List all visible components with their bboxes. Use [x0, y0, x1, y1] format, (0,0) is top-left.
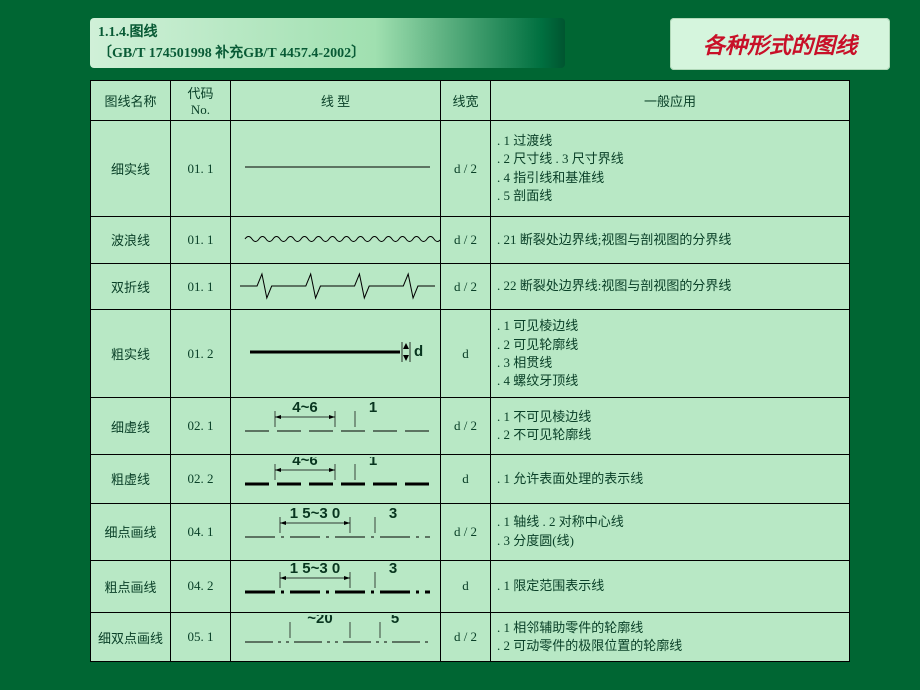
table-row: 双折线 01. 1 d / 2 . 22 断裂处边界线:视图与剖视图的分界线	[91, 263, 850, 310]
cell-code: 01. 1	[171, 121, 231, 217]
svg-text:1 5~3 0: 1 5~3 0	[290, 506, 340, 522]
linetype-table-sheet: 图线名称 代码 No. 线 型 线宽 一般应用 细实线 01. 1 d / 2 …	[90, 80, 850, 662]
cell-name: 粗虚线	[91, 455, 171, 504]
col-type: 线 型	[231, 81, 441, 121]
cell-application: . 1 限定范围表示线	[491, 560, 850, 613]
table-row: 粗点画线 04. 2 1 5~3 0 3 d . 1 限定范围表示线	[91, 560, 850, 613]
cell-application: . 21 断裂处边界线;视图与剖视图的分界线	[491, 217, 850, 264]
cell-code: 01. 2	[171, 310, 231, 398]
cell-linetype: 4~6 1	[231, 398, 441, 455]
cell-width: d / 2	[441, 613, 491, 662]
cell-code: 04. 1	[171, 503, 231, 560]
header-title: 1.1.4.图线	[98, 22, 557, 43]
svg-text:3: 3	[389, 563, 397, 577]
svg-text:1: 1	[369, 457, 377, 469]
cell-code: 01. 1	[171, 263, 231, 310]
header-bar: 1.1.4.图线 〔GB/T 174501998 补充GB/T 4457.4-2…	[90, 18, 565, 68]
cell-width: d / 2	[441, 121, 491, 217]
svg-text:4~6: 4~6	[292, 400, 317, 416]
cell-code: 02. 1	[171, 398, 231, 455]
svg-text:d: d	[414, 343, 423, 360]
col-name: 图线名称	[91, 81, 171, 121]
svg-text:1 5~3 0: 1 5~3 0	[290, 563, 340, 577]
cell-application: . 1 不可见棱边线. 2 不可见轮廓线	[491, 398, 850, 455]
cell-code: 04. 2	[171, 560, 231, 613]
table-row: 粗实线 01. 2 d d . 1 可见棱边线. 2 可见轮廓线. 3 相贯线.…	[91, 310, 850, 398]
cell-width: d	[441, 560, 491, 613]
cell-linetype: 1 5~3 0 3	[231, 560, 441, 613]
svg-text:3: 3	[389, 506, 397, 522]
cell-name: 细双点画线	[91, 613, 171, 662]
linetype-table: 图线名称 代码 No. 线 型 线宽 一般应用 细实线 01. 1 d / 2 …	[90, 80, 850, 662]
table-header-row: 图线名称 代码 No. 线 型 线宽 一般应用	[91, 81, 850, 121]
cell-linetype	[231, 217, 441, 264]
cell-name: 粗点画线	[91, 560, 171, 613]
table-row: 粗虚线 02. 2 4~6 1 d . 1 允许表面处理的表示线	[91, 455, 850, 504]
cell-linetype	[231, 121, 441, 217]
cell-width: d	[441, 310, 491, 398]
cell-application: . 1 过渡线. 2 尺寸线 . 3 尺寸界线. 4 指引线和基准线. 5 剖面…	[491, 121, 850, 217]
cell-name: 粗实线	[91, 310, 171, 398]
table-row: 细实线 01. 1 d / 2 . 1 过渡线. 2 尺寸线 . 3 尺寸界线.…	[91, 121, 850, 217]
svg-text:5: 5	[391, 615, 399, 627]
cell-linetype: d	[231, 310, 441, 398]
header-subtitle: 〔GB/T 174501998 补充GB/T 4457.4-2002〕	[98, 43, 557, 64]
cell-code: 01. 1	[171, 217, 231, 264]
cell-linetype: 4~6 1	[231, 455, 441, 504]
cell-width: d / 2	[441, 398, 491, 455]
col-width: 线宽	[441, 81, 491, 121]
cell-width: d / 2	[441, 217, 491, 264]
cell-width: d / 2	[441, 263, 491, 310]
col-code: 代码 No.	[171, 81, 231, 121]
cell-application: . 22 断裂处边界线:视图与剖视图的分界线	[491, 263, 850, 310]
cell-name: 细虚线	[91, 398, 171, 455]
cell-code: 02. 2	[171, 455, 231, 504]
cell-application: . 1 相邻辅助零件的轮廓线. 2 可动零件的极限位置的轮廓线	[491, 613, 850, 662]
cell-width: d	[441, 455, 491, 504]
table-row: 细双点画线 05. 1 ~20 5 d / 2 . 1 相邻辅助零件的轮廓线. …	[91, 613, 850, 662]
cell-name: 双折线	[91, 263, 171, 310]
cell-application: . 1 可见棱边线. 2 可见轮廓线. 3 相贯线. 4 螺纹牙顶线	[491, 310, 850, 398]
svg-text:1: 1	[369, 400, 377, 416]
cell-application: . 1 轴线 . 2 对称中心线. 3 分度圆(线)	[491, 503, 850, 560]
cell-application: . 1 允许表面处理的表示线	[491, 455, 850, 504]
table-row: 波浪线 01. 1 d / 2 . 21 断裂处边界线;视图与剖视图的分界线	[91, 217, 850, 264]
table-row: 细点画线 04. 1 1 5~3 0 3 d / 2 . 1 轴线 . 2 对称…	[91, 503, 850, 560]
cell-name: 波浪线	[91, 217, 171, 264]
col-app: 一般应用	[491, 81, 850, 121]
cell-linetype	[231, 263, 441, 310]
cell-linetype: 1 5~3 0 3	[231, 503, 441, 560]
cell-code: 05. 1	[171, 613, 231, 662]
svg-text:4~6: 4~6	[292, 457, 317, 469]
cell-width: d / 2	[441, 503, 491, 560]
cell-name: 细点画线	[91, 503, 171, 560]
title-panel: 各种形式的图线	[670, 18, 890, 70]
cell-name: 细实线	[91, 121, 171, 217]
cell-linetype: ~20 5	[231, 613, 441, 662]
svg-text:~20: ~20	[307, 615, 332, 627]
table-row: 细虚线 02. 1 4~6 1 d / 2 . 1 不可见棱边线. 2 不可见轮…	[91, 398, 850, 455]
